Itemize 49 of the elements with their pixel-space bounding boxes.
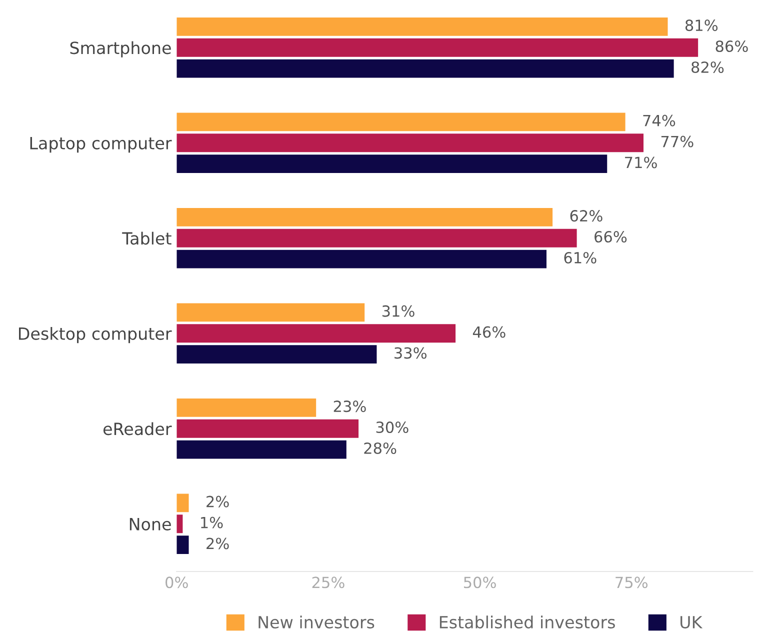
data-label: 23% (334, 400, 366, 412)
y-tick-label: eReader (103, 422, 172, 436)
x-tick-label: 25% (312, 576, 344, 588)
data-label: 28% (364, 442, 396, 454)
data-label: 66% (594, 231, 627, 243)
legend-label: New investors (258, 616, 374, 628)
data-label: 30% (376, 422, 408, 434)
bar (176, 494, 189, 512)
x-tick-label: 75% (616, 576, 648, 588)
bar (176, 398, 316, 417)
x-tick-label: 50% (464, 576, 496, 588)
bar (176, 250, 546, 268)
data-label: 2% (206, 538, 229, 550)
legend-label: Established investors (440, 616, 615, 628)
bar (176, 17, 668, 36)
x-tick-label: 0% (166, 576, 188, 588)
y-tick-label: None (130, 518, 171, 530)
bar (176, 208, 553, 226)
bar (176, 324, 456, 343)
data-label: 2% (206, 496, 229, 508)
legend-label: UK (680, 616, 703, 628)
data-label: 86% (716, 40, 748, 52)
data-label: 82% (692, 61, 724, 74)
bar (176, 345, 377, 364)
data-label: 74% (643, 114, 676, 126)
y-tick-label: Laptop computer (30, 137, 172, 153)
data-label: 77% (661, 136, 694, 148)
bar (176, 228, 577, 248)
data-label: 1% (201, 516, 223, 528)
bar (176, 112, 626, 132)
data-label: 62% (570, 210, 602, 222)
y-tick-label: Tablet (122, 232, 172, 245)
data-label: 71% (625, 156, 657, 168)
data-label: 46% (472, 326, 506, 338)
bar (176, 38, 698, 57)
y-tick-label: Desktop computer (19, 327, 172, 344)
bar (176, 440, 346, 459)
bar (176, 419, 359, 438)
bar (176, 536, 189, 554)
data-label: 61% (564, 252, 596, 264)
bar (176, 303, 365, 322)
data-label: 81% (685, 20, 718, 32)
bar (176, 134, 644, 152)
bar (176, 154, 608, 174)
bar (176, 514, 183, 534)
y-tick-label: Smartphone (70, 41, 171, 58)
bar (176, 59, 674, 78)
data-label: 33% (394, 347, 427, 359)
data-label: 31% (382, 305, 414, 317)
